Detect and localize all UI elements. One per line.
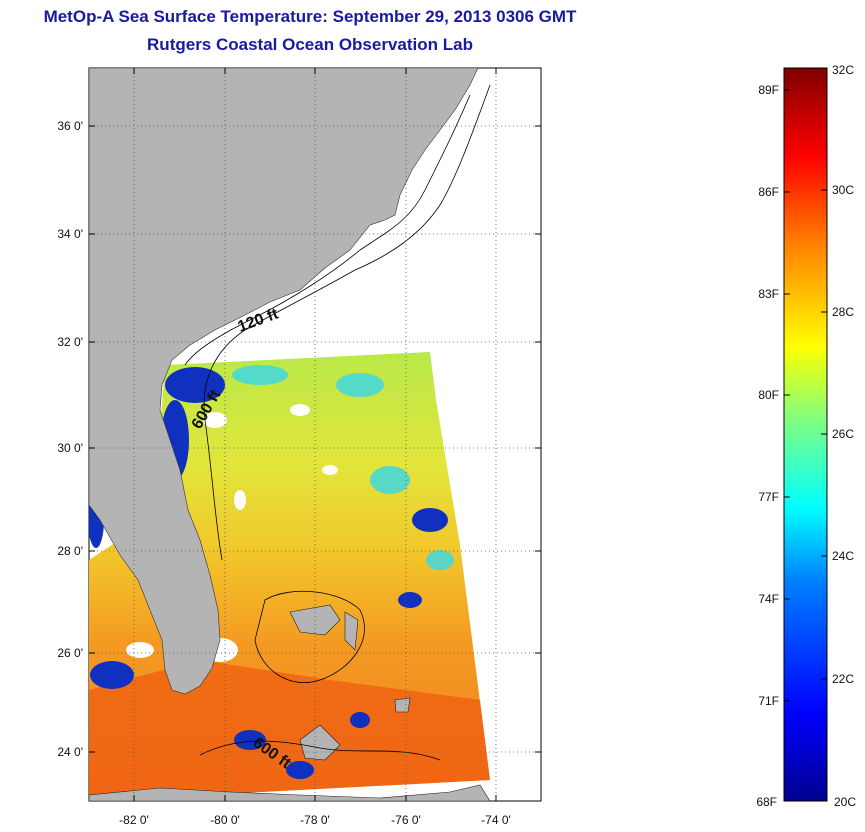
land-southeast-us	[89, 68, 479, 695]
map-title: MetOp-A Sea Surface Temperature: Septemb…	[43, 7, 577, 26]
warm-water-region	[89, 660, 490, 801]
lat-tick-label: 30 0'	[57, 441, 83, 455]
lon-tick-label: -82 0'	[119, 813, 149, 827]
colorbar-c-label: 22C	[832, 672, 854, 686]
graticule	[89, 68, 541, 801]
lat-tick-label: 24 0'	[57, 745, 83, 759]
colorbar-ticks	[784, 67, 827, 802]
land-cuba	[89, 784, 491, 801]
colorbar-c-label: 24C	[832, 549, 854, 563]
lon-tick-label: -74 0'	[481, 813, 511, 827]
contour-bahamas	[254, 590, 365, 683]
lat-tick-label: 34 0'	[57, 227, 83, 241]
colorbar-f-label: 74F	[758, 592, 779, 606]
colorbar-f-label: 68F	[756, 795, 777, 809]
colorbar	[783, 67, 828, 802]
lat-tick-label: 28 0'	[57, 544, 83, 558]
colorbar-c-label: 32C	[832, 63, 854, 77]
contour-600ft	[203, 84, 491, 561]
lat-tick-label: 36 0'	[57, 119, 83, 133]
colorbar-f-label: 80F	[758, 388, 779, 402]
colorbar-c-label: 28C	[832, 305, 854, 319]
colorbar-c-label: 20C	[834, 795, 856, 809]
colorbar-f-label: 86F	[758, 185, 779, 199]
lat-tick-label: 26 0'	[57, 646, 83, 660]
colorbar-f-label: 83F	[758, 287, 779, 301]
colorbar-f-label: 77F	[758, 490, 779, 504]
lon-tick-label: -76 0'	[391, 813, 421, 827]
lon-tick-label: -78 0'	[300, 813, 330, 827]
contour-south	[199, 740, 441, 761]
colorbar-f-label: 71F	[758, 694, 779, 708]
map-subtitle: Rutgers Coastal Ocean Observation Lab	[147, 35, 473, 54]
lat-tick-label: 32 0'	[57, 335, 83, 349]
contour-120ft	[184, 94, 471, 366]
colorbar-f-label: 89F	[758, 83, 779, 97]
axis-ticks	[89, 68, 541, 801]
colorbar-c-label: 30C	[832, 183, 854, 197]
colorbar-c-label: 26C	[832, 427, 854, 441]
lon-tick-label: -80 0'	[210, 813, 240, 827]
